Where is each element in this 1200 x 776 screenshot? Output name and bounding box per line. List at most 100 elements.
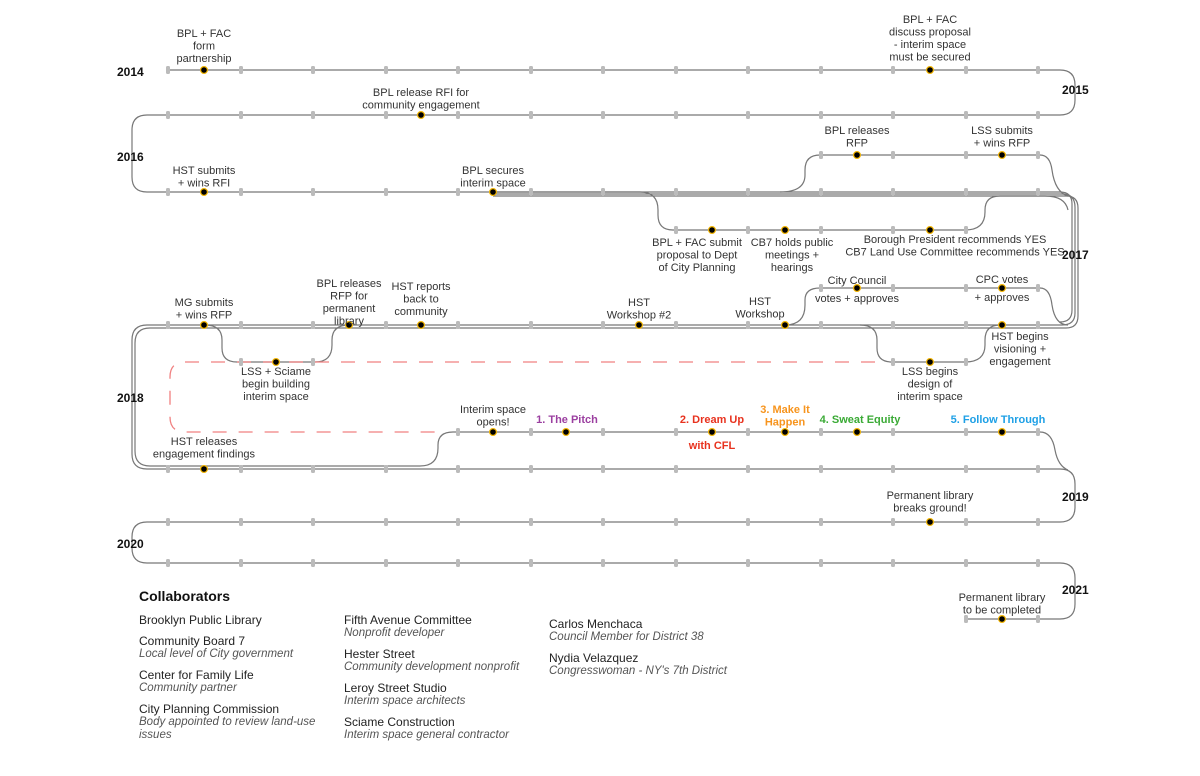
timeline-paths: [131, 69, 1079, 620]
event-label: + wins RFI: [178, 178, 230, 190]
collaborator-role: Council Member for District 38: [549, 631, 704, 643]
event-label: BPL + FAC: [177, 28, 231, 40]
tick-mark: [674, 111, 678, 119]
tick-mark: [166, 518, 170, 526]
event-label: of City Planning: [658, 262, 735, 274]
tick-mark: [964, 465, 968, 473]
tick-mark: [239, 111, 243, 119]
tick-mark: [674, 66, 678, 74]
event-marker: [997, 284, 1006, 293]
collaborator-name: Sciame Construction: [344, 715, 455, 729]
tick-mark: [964, 321, 968, 329]
collaborator-item: Fifth Avenue Committee Nonprofit develope…: [344, 614, 549, 640]
event-label: - interim space: [894, 39, 966, 51]
tick-mark: [819, 428, 823, 436]
tick-mark: [384, 321, 388, 329]
tick-mark: [819, 465, 823, 473]
tick-mark: [891, 188, 895, 196]
event-label: HST begins: [991, 331, 1049, 343]
event-label: + wins RFP: [176, 310, 233, 322]
tick-mark: [239, 518, 243, 526]
event-label: HST submits: [173, 165, 236, 177]
collaborator-item: Hester Street Community development nonpr…: [344, 648, 549, 674]
event-label: BPL secures: [462, 165, 524, 177]
tick-mark: [891, 284, 895, 292]
tick-mark: [746, 321, 750, 329]
event-label: MG submits: [175, 297, 234, 309]
collaborator-name: Community Board 7: [139, 634, 246, 648]
collaborator-name: Center for Family Life: [139, 668, 254, 682]
tick-mark: [746, 518, 750, 526]
collaborator-role: Community development nonprofit: [344, 661, 520, 673]
event-marker: [345, 321, 354, 330]
tick-mark: [601, 66, 605, 74]
event-marker: [707, 428, 716, 437]
phase-label: 1. The Pitch: [536, 414, 598, 426]
event-label: BPL release RFI for: [373, 87, 470, 99]
collaborators-section: Collaborators Brooklyn Public Library Com…: [139, 588, 789, 750]
collaborator-name: Brooklyn Public Library: [139, 613, 262, 627]
event-marker: [417, 321, 426, 330]
year-label: 2015: [1062, 83, 1089, 97]
tick-mark: [674, 518, 678, 526]
tick-mark: [674, 188, 678, 196]
tick-mark: [1036, 321, 1040, 329]
tick-mark: [964, 226, 968, 234]
event-label: interim space: [897, 391, 962, 403]
collaborator-name: Carlos Menchaca: [549, 617, 643, 631]
tick-mark: [964, 151, 968, 159]
phase-label: Happen: [765, 417, 806, 429]
tick-mark: [529, 518, 533, 526]
event-label: to be completed: [963, 605, 1041, 617]
tick-mark: [456, 465, 460, 473]
tick-mark: [1036, 111, 1040, 119]
collaborator-role: Interim space architects: [344, 695, 466, 707]
tick-mark: [601, 111, 605, 119]
tick-mark: [819, 321, 823, 329]
tick-mark: [601, 428, 605, 436]
tick-mark: [1036, 615, 1040, 623]
tick-mark: [1036, 518, 1040, 526]
event-label: partnership: [176, 53, 231, 65]
tick-mark: [239, 188, 243, 196]
event-label: meetings +: [765, 250, 819, 262]
event-label: Workshop: [735, 309, 784, 321]
event-label: HST: [628, 297, 650, 309]
event-label: opens!: [476, 417, 509, 429]
event-label: LSS submits: [971, 125, 1033, 137]
collaborator-role: Local level of City government: [139, 648, 294, 660]
event-label: LSS begins: [902, 366, 959, 378]
tick-mark: [239, 465, 243, 473]
tick-mark: [746, 465, 750, 473]
event-label: Workshop #2: [607, 310, 672, 322]
year-label: 2018: [117, 391, 144, 405]
tick-mark: [891, 226, 895, 234]
phase-label: 2. Dream Up: [680, 414, 744, 426]
timeline-path: [859, 324, 1001, 363]
event-label: community: [394, 306, 448, 318]
event-marker: [561, 428, 570, 437]
tick-mark: [601, 188, 605, 196]
timeline-path: [204, 324, 350, 363]
collaborators-column: Carlos Menchaca Council Member for Distri…: [549, 618, 754, 750]
tick-mark: [456, 518, 460, 526]
event-marker: [489, 188, 498, 197]
tick-mark: [964, 615, 968, 623]
tick-mark: [529, 465, 533, 473]
collaborator-item: Carlos Menchaca Council Member for Distri…: [549, 618, 754, 644]
collaborator-name: Hester Street: [344, 647, 415, 661]
collaborator-role: Body appointed to review land-use issues: [139, 716, 316, 741]
timeline-path: [131, 193, 1076, 620]
event-marker: [997, 428, 1006, 437]
tick-mark: [819, 111, 823, 119]
collaborator-name: Leroy Street Studio: [344, 681, 447, 695]
collaborator-role: Community partner: [139, 682, 237, 694]
event-marker: [200, 465, 209, 474]
tick-mark: [819, 226, 823, 234]
event-marker: [925, 226, 934, 235]
tick-mark: [529, 559, 533, 567]
tick-mark: [819, 518, 823, 526]
collaborator-role: Interim space general contractor: [344, 729, 509, 741]
year-label: 2021: [1062, 583, 1089, 597]
